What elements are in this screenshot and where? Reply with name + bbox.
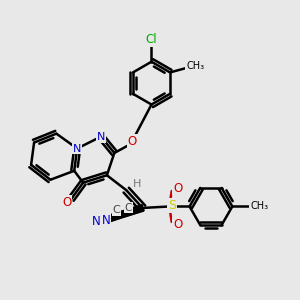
Text: N: N [102,214,110,226]
Text: N: N [97,132,105,142]
Text: N: N [92,215,100,228]
Text: O: O [173,182,182,194]
Text: H: H [133,178,142,189]
Text: CH₃: CH₃ [186,61,204,71]
Text: O: O [173,218,182,231]
Text: O: O [128,135,137,148]
Text: C: C [125,202,132,212]
Text: S: S [168,200,176,212]
Text: CH₃: CH₃ [250,202,268,212]
Text: Cl: Cl [146,33,157,46]
Text: N: N [73,143,81,154]
Text: C: C [112,205,120,215]
Text: O: O [62,196,71,208]
